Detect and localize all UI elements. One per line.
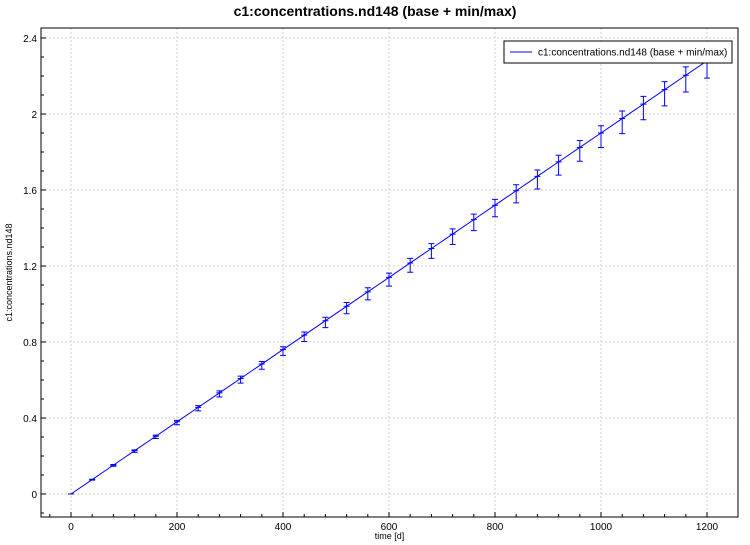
- y-tick-label: 2: [31, 110, 37, 121]
- error-bar: [237, 375, 244, 384]
- y-tick-label: 0.8: [23, 338, 37, 349]
- legend-label: c1:concentrations.nd148 (base + min/max): [538, 48, 727, 59]
- error-bar: [513, 184, 520, 204]
- legend-box: [503, 40, 733, 64]
- error-bar: [661, 81, 668, 107]
- x-tick-label: 1000: [590, 522, 613, 533]
- error-bar: [301, 331, 308, 343]
- error-bar: [152, 434, 159, 440]
- error-bar: [89, 478, 96, 481]
- error-bar: [174, 419, 180, 426]
- x-tick-label: 0: [68, 522, 74, 533]
- y-tick-label: 1.6: [23, 186, 37, 197]
- error-bar: [682, 66, 689, 93]
- error-bar: [195, 405, 202, 412]
- x-tick-label: 200: [169, 522, 186, 533]
- x-tick-label: 1200: [696, 522, 719, 533]
- plot-frame: [40, 27, 739, 518]
- y-tick-label: 1.2: [23, 262, 37, 273]
- error-bar: [449, 228, 456, 245]
- error-bar: [640, 95, 647, 121]
- error-bar: [386, 272, 392, 287]
- error-bar: [619, 110, 626, 135]
- error-bar: [598, 125, 604, 148]
- error-bar: [470, 213, 477, 232]
- error-bar: [258, 360, 265, 370]
- error-bar: [428, 243, 435, 259]
- y-axis-label: c1:concentrations.nd148: [4, 223, 14, 321]
- error-bar: [534, 169, 541, 190]
- x-tick-label: 400: [275, 522, 292, 533]
- error-bar: [216, 390, 223, 398]
- error-bar: [364, 287, 371, 301]
- error-bar: [110, 464, 117, 467]
- error-bar: [407, 257, 414, 273]
- error-bar: [131, 449, 138, 453]
- chart-title: c1:concentrations.nd148 (base + min/max): [233, 3, 517, 19]
- x-tick-label: 800: [487, 522, 504, 533]
- error-bar: [492, 198, 498, 218]
- y-tick-label: 0.4: [23, 414, 37, 425]
- error-bar: [576, 140, 583, 162]
- x-tick-label: 600: [381, 522, 398, 533]
- error-bar: [555, 154, 562, 176]
- error-bar: [343, 302, 350, 315]
- y-tick-label: 0: [31, 490, 37, 501]
- y-tick-label: 2.4: [23, 34, 37, 45]
- x-axis-label: time [d]: [375, 531, 405, 541]
- error-bar: [280, 346, 286, 356]
- error-bar: [322, 316, 329, 329]
